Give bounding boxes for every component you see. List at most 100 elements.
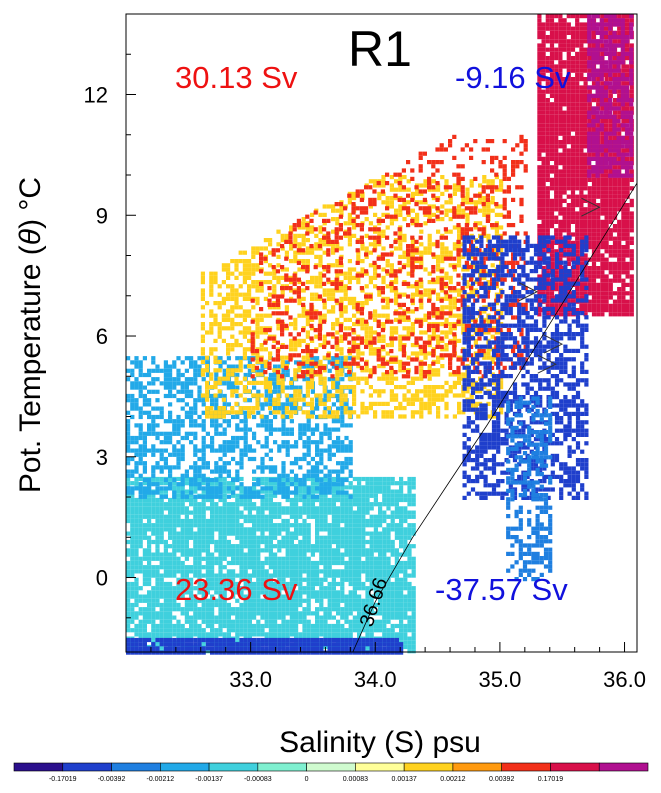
scatter-cell (285, 402, 290, 407)
scatter-cell (406, 200, 411, 205)
scatter-cell (326, 204, 331, 209)
scatter-cell (427, 238, 432, 243)
scatter-cell (176, 485, 181, 490)
scatter-cell (231, 628, 236, 633)
scatter-cell (184, 573, 189, 578)
scatter-cell (138, 556, 143, 561)
scatter-cell (399, 615, 404, 620)
scatter-cell (340, 414, 345, 420)
scatter-cell (159, 368, 164, 373)
scatter-cell (134, 398, 139, 403)
scatter-cell (386, 632, 391, 637)
scatter-cell (499, 183, 504, 188)
scatter-cell (373, 602, 378, 608)
scatter-cell (452, 326, 457, 331)
scatter-cell (231, 514, 236, 519)
scatter-cell (193, 594, 198, 599)
scatter-cell (134, 628, 139, 633)
scatter-cell (289, 419, 294, 424)
scatter-cell (293, 326, 298, 331)
scatter-cell (289, 611, 294, 616)
scatter-cell (231, 448, 236, 453)
scatter-cell (382, 560, 387, 566)
scatter-cell (176, 623, 181, 629)
scatter-cell (399, 514, 404, 519)
scatter-cell (301, 238, 306, 243)
scatter-cell (326, 397, 331, 402)
scatter-cell (273, 502, 278, 507)
scatter-cell (310, 385, 315, 390)
scatter-cell (394, 623, 399, 629)
scatter-cell (326, 292, 331, 297)
scatter-cell (189, 598, 194, 603)
scatter-cell (264, 573, 269, 578)
scatter-cell (327, 565, 332, 570)
scatter-cell (386, 565, 391, 570)
scatter-cell (210, 539, 215, 545)
scatter-cell (277, 473, 282, 478)
scatter-cell (142, 594, 147, 599)
scatter-cell (347, 351, 352, 356)
scatter-cell (352, 518, 357, 524)
scatter-cell (259, 359, 264, 364)
scatter-cell (201, 427, 206, 432)
scatter-cell (200, 338, 205, 343)
scatter-cell (289, 406, 294, 411)
scatter-cell (213, 301, 218, 306)
scatter-cell (306, 502, 311, 507)
scatter-cell (260, 602, 265, 608)
scatter-cell (130, 456, 135, 462)
scatter-cell (294, 497, 299, 503)
scatter-cell (252, 490, 257, 495)
scatter-cell (205, 431, 210, 436)
scatter-cell (340, 607, 345, 612)
scatter-cell (235, 497, 240, 503)
scatter-cell (159, 619, 164, 624)
scatter-cell (285, 569, 290, 574)
scatter-cell (201, 565, 206, 570)
scatter-cell (281, 440, 286, 445)
scatter-cell (386, 481, 391, 486)
scatter-cell (386, 535, 391, 540)
scatter-cell (294, 486, 299, 491)
scatter-cell (276, 326, 281, 331)
scatter-cell (151, 531, 156, 536)
scatter-cell (264, 523, 269, 528)
scatter-cell (231, 477, 236, 483)
scatter-cell (277, 544, 282, 549)
scatter-cell (368, 330, 373, 335)
scatter-cell (159, 644, 164, 650)
scatter-cell (172, 628, 177, 633)
scatter-cell (285, 607, 290, 612)
scatter-cell (457, 259, 462, 264)
scatter-cell (138, 514, 143, 519)
scatter-cell (331, 514, 336, 519)
scatter-cell (394, 481, 399, 486)
scatter-cell (365, 628, 370, 633)
scatter-cell (322, 267, 327, 272)
scatter-cell (130, 486, 135, 491)
scatter-cell (151, 506, 156, 511)
scatter-cell (319, 493, 324, 498)
scatter-cell (247, 552, 252, 557)
scatter-cell (155, 611, 160, 616)
scatter-cell (238, 305, 243, 310)
scatter-cell (403, 514, 408, 519)
scatter-cell (277, 427, 282, 432)
scatter-cell (407, 497, 412, 503)
scatter-cell (218, 607, 223, 612)
scatter-cell (318, 254, 323, 259)
scatter-cell (327, 581, 332, 587)
scatter-cell (305, 322, 310, 327)
scatter-cell (238, 250, 243, 255)
scatter-cell (298, 573, 303, 578)
scatter-cell (163, 569, 168, 574)
scatter-cell (147, 602, 152, 608)
scatter-cell (340, 465, 345, 470)
scatter-cell (364, 330, 369, 335)
scatter-cell (339, 296, 344, 301)
scatter-cell (259, 246, 264, 251)
scatter-cell (277, 510, 282, 515)
scatter-cell (410, 380, 415, 385)
scatter-cell (189, 440, 194, 445)
